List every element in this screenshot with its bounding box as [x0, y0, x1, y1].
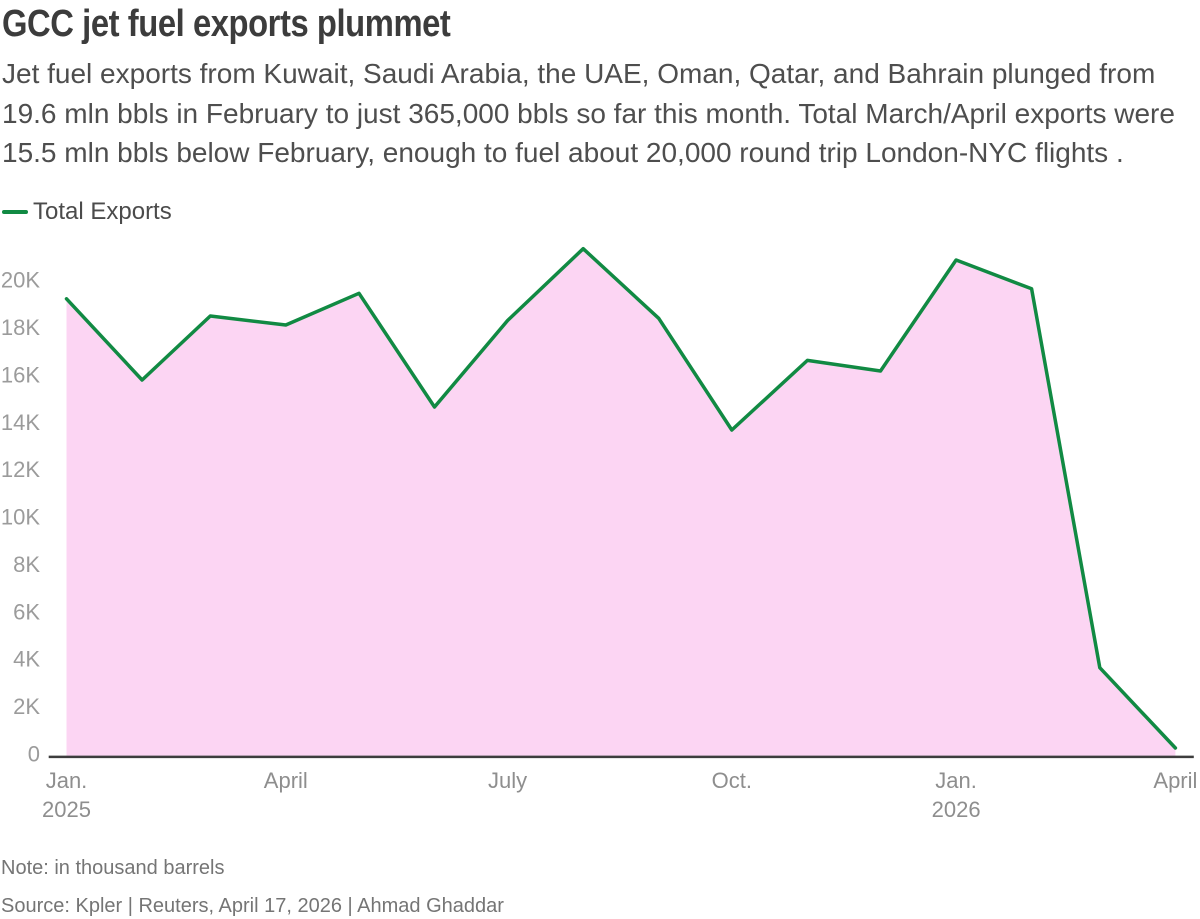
- svg-text:2025: 2025: [42, 797, 91, 822]
- svg-text:April: April: [1153, 768, 1197, 793]
- svg-text:Jan.: Jan.: [935, 768, 977, 793]
- svg-text:6K: 6K: [13, 599, 40, 624]
- svg-text:20K: 20K: [1, 268, 40, 293]
- svg-text:12K: 12K: [1, 457, 40, 482]
- svg-text:16K: 16K: [1, 362, 40, 387]
- svg-text:2026: 2026: [932, 797, 981, 822]
- svg-text:14K: 14K: [1, 410, 40, 435]
- svg-text:10K: 10K: [1, 505, 40, 530]
- svg-text:Oct.: Oct.: [712, 768, 752, 793]
- svg-text:0: 0: [28, 741, 40, 766]
- svg-text:July: July: [488, 768, 527, 793]
- svg-text:4K: 4K: [13, 647, 40, 672]
- svg-text:April: April: [264, 768, 308, 793]
- svg-text:Jan.: Jan.: [46, 768, 88, 793]
- svg-text:2K: 2K: [13, 694, 40, 719]
- svg-text:18K: 18K: [1, 315, 40, 340]
- svg-text:8K: 8K: [13, 552, 40, 577]
